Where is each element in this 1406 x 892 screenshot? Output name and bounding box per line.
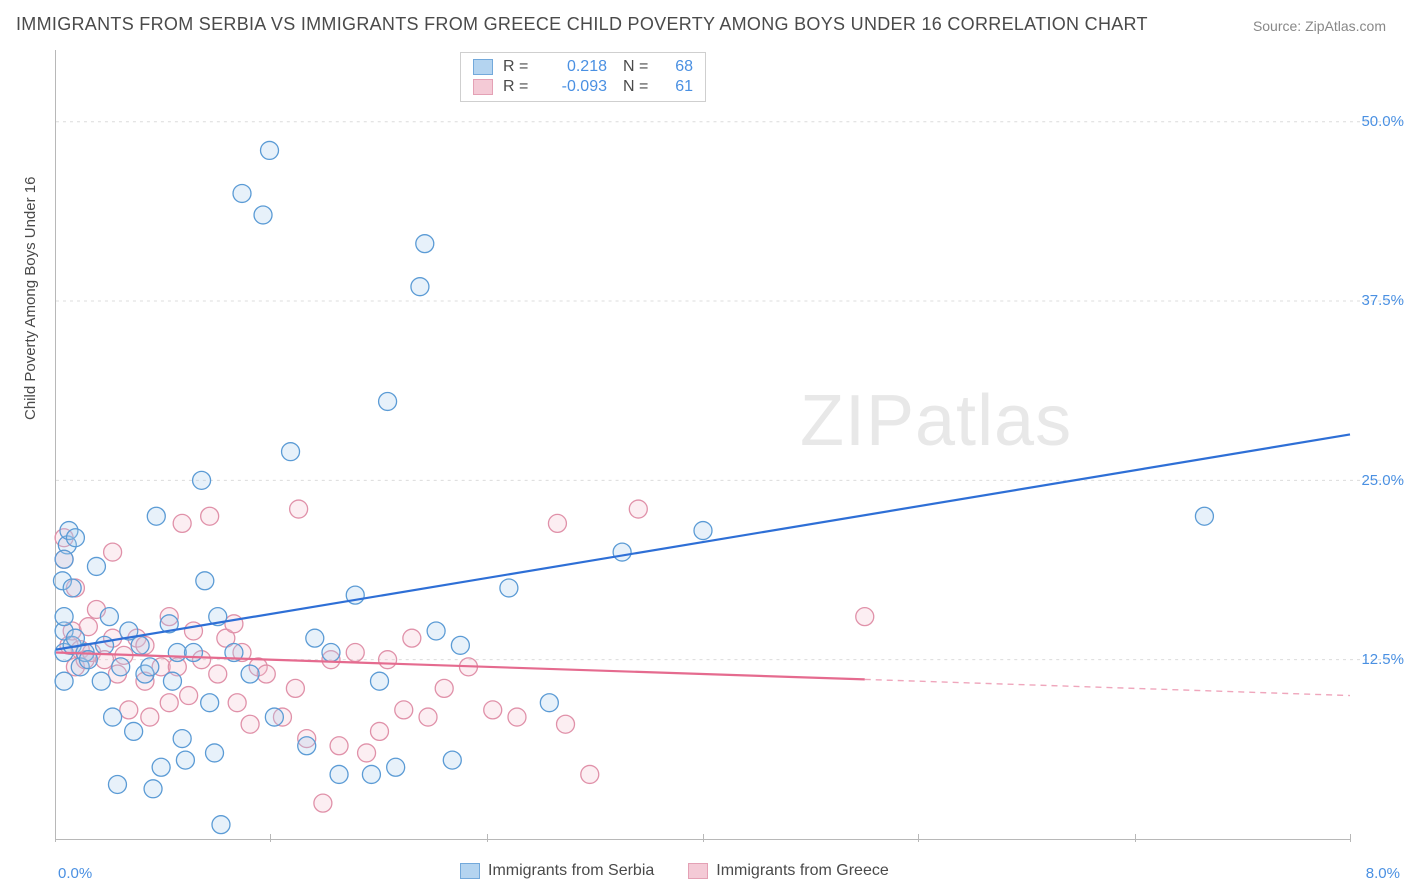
chart-title: IMMIGRANTS FROM SERBIA VS IMMIGRANTS FRO… [16, 14, 1148, 35]
x-tick-mark [270, 834, 271, 842]
scatter-serbia [53, 141, 1213, 833]
y-axis-label: Child Poverty Among Boys Under 16 [22, 177, 39, 420]
x-tick-mark [1350, 834, 1351, 842]
y-tick-label: 50.0% [1361, 113, 1404, 130]
y-tick-label: 12.5% [1361, 651, 1404, 668]
n-value-serbia: 68 [663, 58, 693, 76]
legend-item-greece: Immigrants from Greece [688, 862, 888, 880]
r-value-greece: -0.093 [545, 78, 607, 96]
trendline-serbia [56, 434, 1350, 649]
y-tick-label: 37.5% [1361, 292, 1404, 309]
n-value-greece: 61 [663, 78, 693, 96]
x-tick-mark [55, 834, 56, 842]
legend-row-serbia: R = 0.218 N = 68 [473, 57, 693, 77]
n-label: N = [623, 78, 653, 96]
swatch-greece [688, 863, 708, 879]
source-label: Source: [1253, 18, 1301, 34]
legend-row-greece: R = -0.093 N = 61 [473, 77, 693, 97]
gridlines [56, 122, 1406, 660]
n-label: N = [623, 58, 653, 76]
swatch-greece [473, 79, 493, 95]
x-tick-mark [487, 834, 488, 842]
chart-svg [56, 50, 1350, 839]
x-tick-max: 8.0% [1366, 865, 1400, 882]
x-tick-mark [1135, 834, 1136, 842]
swatch-serbia [473, 59, 493, 75]
source-attribution: Source: ZipAtlas.com [1253, 18, 1386, 34]
x-tick-mark [703, 834, 704, 842]
r-value-serbia: 0.218 [545, 58, 607, 76]
plot-area [55, 50, 1350, 840]
series-legend: Immigrants from Serbia Immigrants from G… [460, 862, 889, 880]
series-label-serbia: Immigrants from Serbia [488, 862, 654, 880]
x-tick-mark [918, 834, 919, 842]
correlation-legend: R = 0.218 N = 68 R = -0.093 N = 61 [460, 52, 706, 102]
swatch-serbia [460, 863, 480, 879]
legend-item-serbia: Immigrants from Serbia [460, 862, 654, 880]
source-link[interactable]: ZipAtlas.com [1305, 18, 1386, 34]
series-label-greece: Immigrants from Greece [716, 862, 888, 880]
r-label: R = [503, 78, 535, 96]
y-tick-label: 25.0% [1361, 472, 1404, 489]
r-label: R = [503, 58, 535, 76]
x-tick-min: 0.0% [58, 865, 92, 882]
chart-container: IMMIGRANTS FROM SERBIA VS IMMIGRANTS FRO… [0, 0, 1406, 892]
